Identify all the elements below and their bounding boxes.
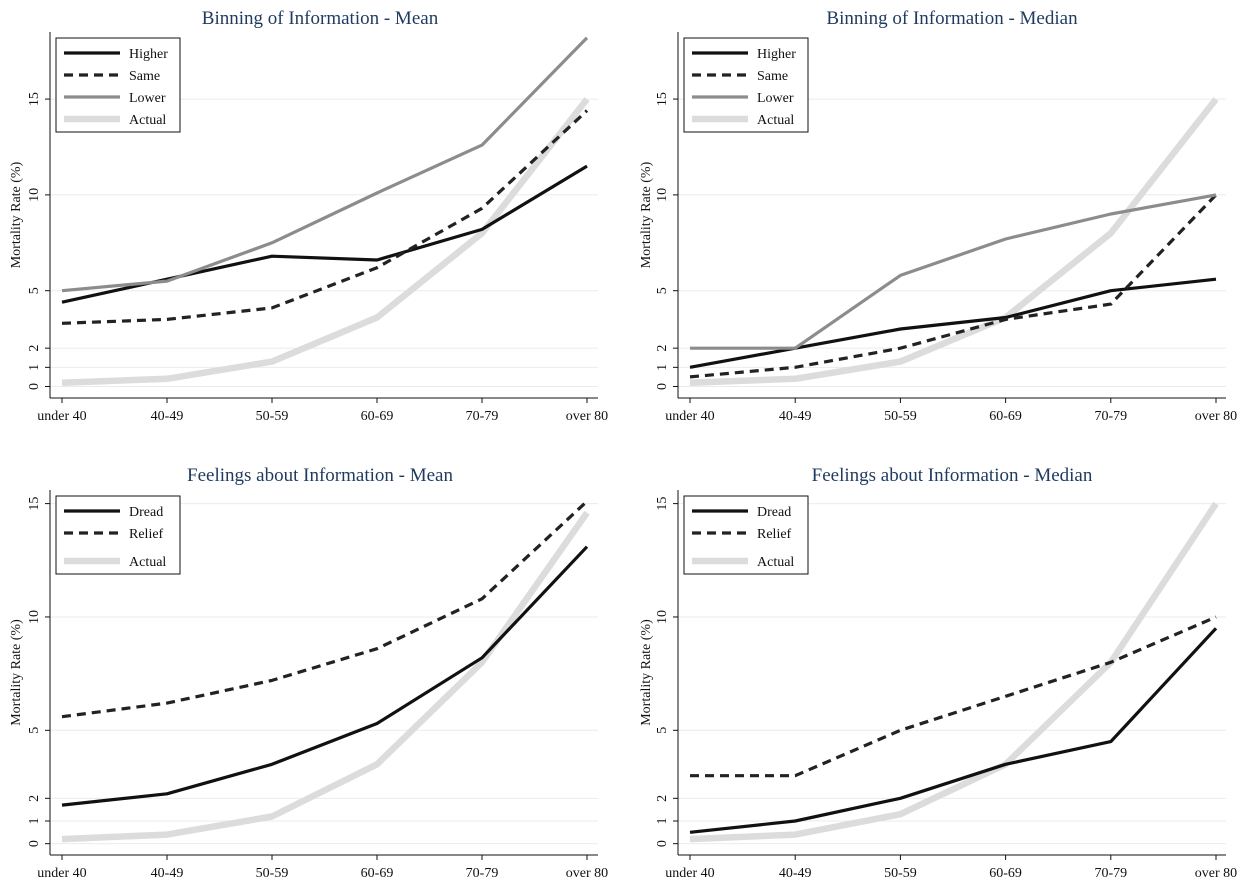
- x-tick-label: 70-79: [1094, 866, 1127, 881]
- y-tick-label: 5: [27, 287, 42, 294]
- chart-title: Feelings about Information - Mean: [187, 465, 453, 486]
- legend-label: Lower: [129, 91, 166, 106]
- y-tick-label: 1: [655, 817, 670, 824]
- y-tick-label: 15: [27, 497, 42, 511]
- y-tick-label: 2: [655, 345, 670, 352]
- y-tick-label: 0: [655, 383, 670, 390]
- y-tick-label: 5: [27, 727, 42, 734]
- y-tick-label: 2: [27, 795, 42, 802]
- chart-panel-2: Binning of Information - Median 0 1 2 5 10 15 M…: [639, 8, 1237, 424]
- x-tick-label: 50-59: [884, 409, 917, 424]
- x-tick-label: 50-59: [256, 866, 289, 881]
- legend-label: Actual: [129, 555, 166, 570]
- y-axis-title: Mortality Rate (%): [9, 619, 24, 726]
- x-tick-label: 50-59: [884, 866, 917, 881]
- series-line-dread: [61, 545, 589, 807]
- legend-label: Dread: [757, 505, 791, 520]
- chart-panel-1: Binning of Information - Mean 0 1 2 5 10 15 Mor…: [9, 8, 608, 424]
- series-line-dread: [689, 627, 1218, 834]
- x-tick-label: 40-49: [151, 866, 184, 881]
- legend: Higher Same Lower Actual: [683, 37, 809, 133]
- series-line-actual: [61, 97, 590, 386]
- legend: Dread Relief Actual: [55, 495, 181, 575]
- legend-label: Same: [757, 69, 788, 84]
- y-axis-title: Mortality Rate (%): [639, 161, 654, 268]
- chart-panel-4: Feelings about Information - Median 0 1 2 5 1…: [639, 465, 1237, 881]
- x-tick-label: 60-69: [361, 409, 394, 424]
- x-tick-label: under 40: [37, 866, 86, 881]
- y-tick-label: 2: [27, 345, 42, 352]
- series-line-actual: [689, 501, 1219, 843]
- x-tick-label: under 40: [37, 409, 86, 424]
- y-tick-label: 10: [655, 610, 670, 624]
- legend-label: Relief: [757, 527, 792, 542]
- y-tick-label: 0: [27, 840, 42, 847]
- y-tick-label: 10: [655, 188, 670, 202]
- series-line-lower: [61, 36, 589, 293]
- legend: Higher Same Lower Actual: [55, 37, 181, 133]
- x-tick-label: over 80: [566, 409, 608, 424]
- y-tick-label: 15: [655, 497, 670, 511]
- x-tick-label: over 80: [1195, 866, 1237, 881]
- x-tick-label: 70-79: [1094, 409, 1127, 424]
- chart-panel-3: Feelings about Information - Mean 0 1 2 5 10 1…: [9, 465, 608, 881]
- series-line-relief: [690, 615, 1217, 778]
- series-line-actual: [689, 97, 1219, 386]
- legend-label: Actual: [129, 113, 166, 128]
- x-tick-label: 60-69: [989, 409, 1022, 424]
- x-tick-label: under 40: [665, 866, 714, 881]
- x-tick-label: 60-69: [361, 866, 394, 881]
- legend-label: Actual: [757, 555, 794, 570]
- x-tick-label: 40-49: [779, 409, 812, 424]
- series-line-same: [61, 109, 589, 325]
- series-line-same: [689, 193, 1218, 379]
- x-tick-label: 70-79: [466, 866, 499, 881]
- x-tick-label: over 80: [566, 866, 608, 881]
- y-axis-title: Mortality Rate (%): [639, 619, 654, 726]
- legend-label: Actual: [757, 113, 794, 128]
- y-tick-label: 10: [27, 610, 42, 624]
- series-line-higher: [689, 277, 1217, 369]
- legend-label: Lower: [757, 91, 794, 106]
- y-axis-title: Mortality Rate (%): [9, 161, 24, 268]
- x-tick-label: 60-69: [989, 866, 1022, 881]
- x-tick-label: over 80: [1195, 409, 1237, 424]
- y-tick-label: 1: [27, 817, 42, 824]
- legend-label: Higher: [129, 47, 168, 62]
- x-tick-label: 70-79: [466, 409, 499, 424]
- y-tick-label: 5: [655, 287, 670, 294]
- chart-title: Binning of Information - Mean: [202, 8, 439, 29]
- series-line-lower: [690, 193, 1217, 350]
- chart-title: Binning of Information - Median: [826, 8, 1078, 29]
- y-tick-label: 5: [655, 727, 670, 734]
- y-tick-label: 2: [655, 795, 670, 802]
- y-tick-label: 0: [655, 840, 670, 847]
- legend-label: Higher: [757, 47, 796, 62]
- legend-label: Same: [129, 69, 160, 84]
- series-line-higher: [61, 164, 588, 304]
- y-tick-label: 1: [655, 364, 670, 371]
- x-tick-label: 40-49: [151, 409, 184, 424]
- legend: Dread Relief Actual: [683, 495, 809, 575]
- legend-label: Dread: [129, 505, 163, 520]
- x-tick-label: 50-59: [256, 409, 289, 424]
- y-tick-label: 1: [27, 364, 42, 371]
- y-tick-label: 15: [27, 92, 42, 106]
- y-tick-label: 10: [27, 188, 42, 202]
- x-tick-label: 40-49: [779, 866, 812, 881]
- y-tick-label: 15: [655, 92, 670, 106]
- chart-title: Feelings about Information - Median: [812, 465, 1093, 486]
- y-tick-label: 0: [27, 383, 42, 390]
- legend-label: Relief: [129, 527, 164, 542]
- x-tick-label: under 40: [665, 409, 714, 424]
